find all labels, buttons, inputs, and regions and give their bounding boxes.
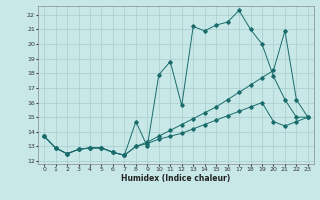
X-axis label: Humidex (Indice chaleur): Humidex (Indice chaleur)	[121, 174, 231, 183]
